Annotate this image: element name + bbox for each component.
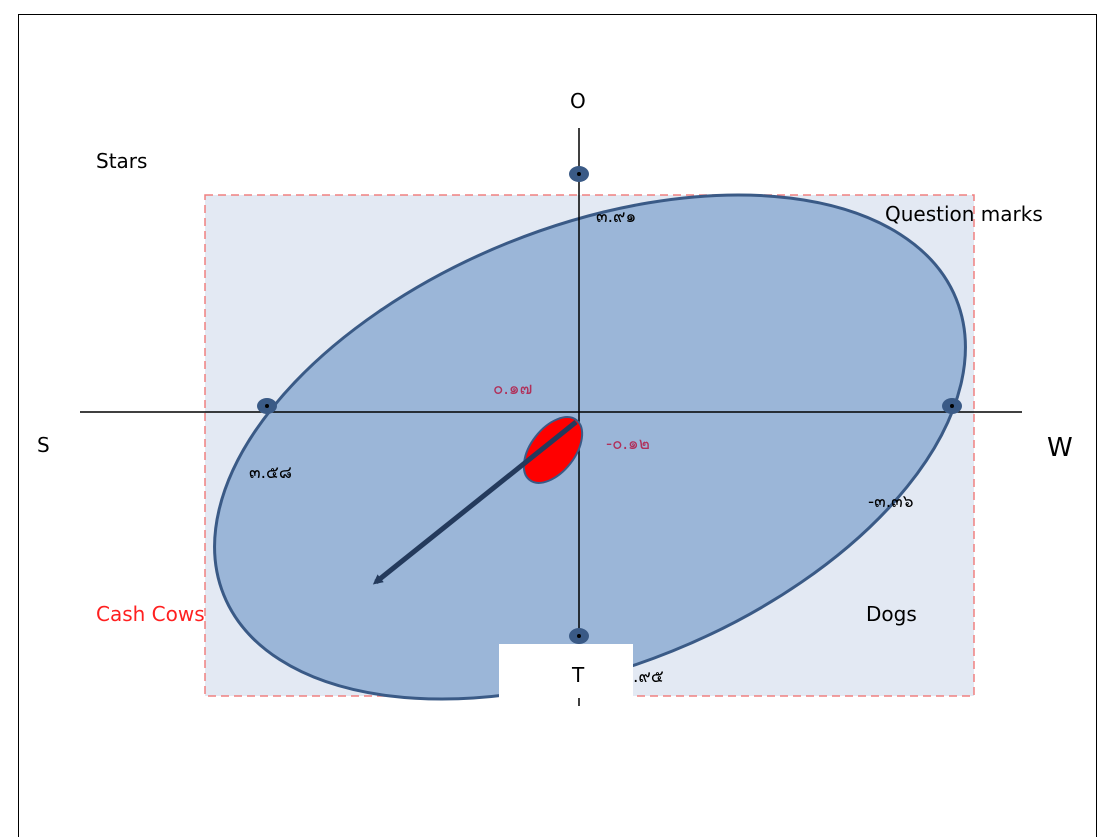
value-center-vertical: ๐.๑๗: [493, 379, 532, 399]
value-top: ๓.๙๑: [596, 207, 636, 227]
axis-label-left: S: [37, 433, 50, 457]
strategy-ellipse: [213, 193, 967, 701]
value-right: -๓.๓๖: [868, 492, 914, 512]
value-bottom: .๙๕: [633, 667, 664, 687]
bottom-label-patch: [499, 644, 633, 706]
quadrant-label-cash-cows: Cash Cows: [96, 602, 205, 626]
position-marker: [522, 416, 584, 484]
axis-point-left: [257, 398, 277, 414]
axis-point-right: [942, 398, 962, 414]
quadrant-label-dogs: Dogs: [866, 602, 917, 626]
axis-point-top: [569, 166, 589, 182]
axis-label-right: W: [1047, 433, 1073, 463]
quadrant-label-stars: Stars: [96, 149, 147, 173]
direction-arrow: [372, 420, 578, 585]
quadrant-label-question-marks: Question marks: [885, 202, 1043, 226]
value-left: ๓.๕๘: [249, 463, 292, 483]
diagram-frame: [18, 14, 1097, 837]
value-center-horizontal: -๐.๑๒: [606, 434, 650, 454]
axis-label-top: O: [570, 89, 586, 113]
axis-label-bottom: T: [571, 663, 585, 687]
axis-point-bottom: [569, 628, 589, 644]
